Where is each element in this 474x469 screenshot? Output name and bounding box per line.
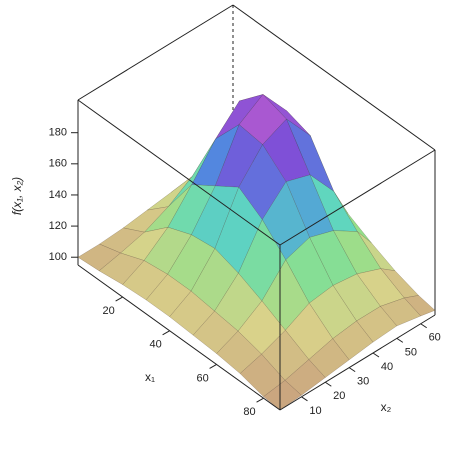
y-tick (325, 381, 332, 387)
x-tick (209, 364, 217, 369)
box-edge (232, 4, 436, 151)
z-tick-label: 180 (49, 127, 67, 139)
x-tick-label: 20 (103, 305, 115, 317)
y-tick-label: 20 (333, 390, 345, 402)
x-tick (115, 296, 123, 302)
x-tick-label: 60 (196, 372, 208, 384)
y-tick (420, 323, 427, 329)
y-tick-label: 30 (357, 376, 369, 388)
x-axis-title: x₁ (145, 370, 155, 384)
z-tick-label: 140 (49, 189, 67, 201)
y-tick (348, 367, 356, 373)
y-tick-label: 50 (405, 346, 417, 358)
box-edge (77, 99, 281, 246)
z-tick-label: 100 (49, 251, 67, 263)
x-tick-label: 40 (149, 339, 161, 351)
z-tick-label: 160 (49, 158, 67, 170)
x-tick (256, 397, 264, 403)
y-tick-label: 40 (381, 361, 393, 373)
y-axis-title: x₂ (381, 400, 392, 414)
box-edge (77, 264, 281, 411)
box-edge (279, 314, 436, 411)
y-tick (372, 352, 380, 358)
box-edge (279, 149, 436, 246)
y-tick (301, 396, 308, 402)
box-edge (77, 4, 234, 101)
y-tick-label: 60 (429, 332, 441, 344)
y-tick (396, 337, 404, 343)
z-tick-label: 120 (49, 220, 67, 232)
x-tick (162, 330, 170, 336)
z-axis-title: f(x₁, x₂) (10, 177, 24, 215)
y-tick-label: 10 (309, 405, 321, 417)
x-tick-label: 80 (243, 406, 255, 418)
